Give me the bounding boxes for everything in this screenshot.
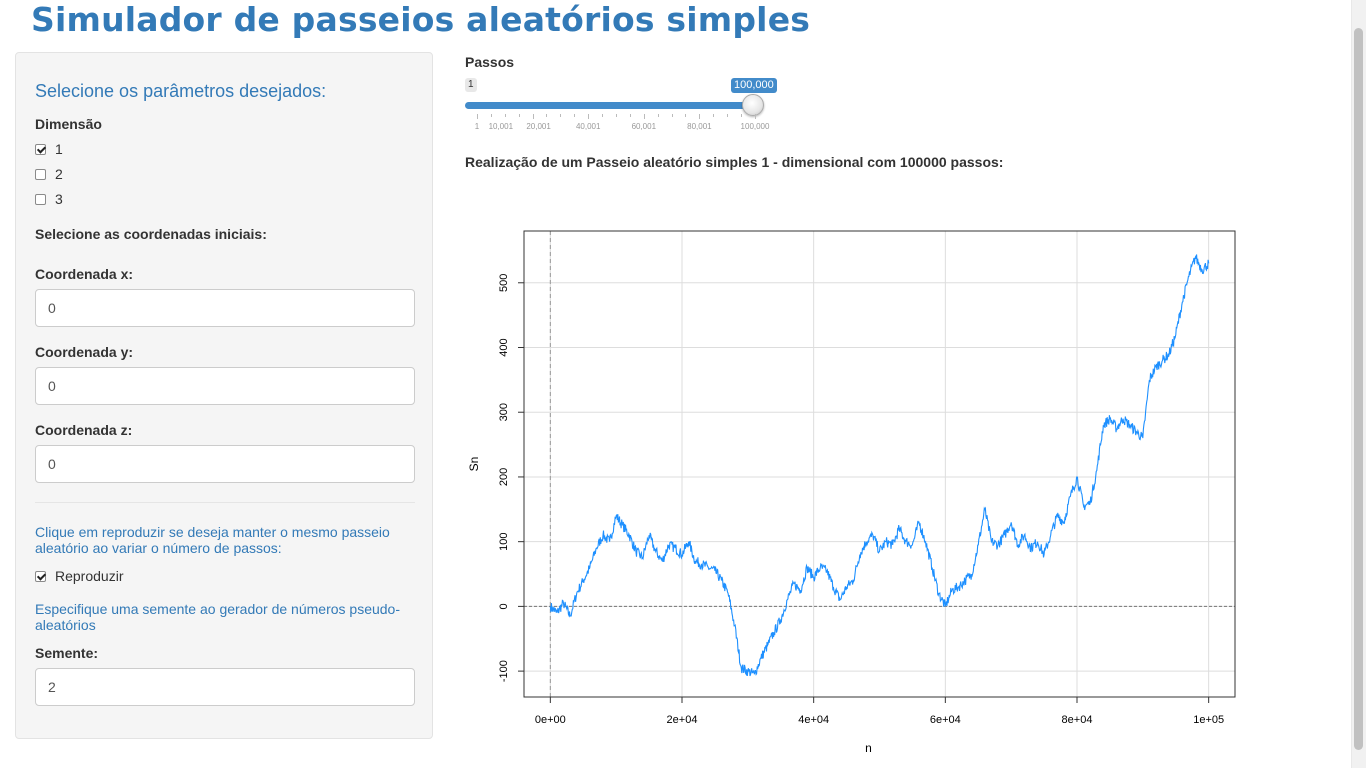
- divider: [35, 502, 415, 503]
- dimension-option-1[interactable]: 1: [35, 141, 63, 157]
- slider-tick-label: 40,001: [575, 122, 601, 131]
- random-walk-plot: 0e+00 2e+04 4e+04 6e+04 8e+04 1e+05 -100 0 100 20…: [467, 230, 1236, 755]
- slider-tick: [671, 114, 673, 117]
- slider-tick: [602, 114, 604, 117]
- dimension-3-label: 3: [55, 191, 63, 207]
- x-tick-label: 0e+00: [535, 714, 566, 726]
- coord-z-label: Coordenada z:: [35, 422, 133, 438]
- slider-tick-label: 10,001: [488, 122, 514, 131]
- panel-heading: Selecione os parâmetros desejados:: [35, 81, 327, 101]
- coord-x-label: Coordenada x:: [35, 266, 134, 282]
- dimension-option-3[interactable]: 3: [35, 191, 63, 207]
- plot-title: Realização de um Passeio aleatório simpl…: [465, 154, 1004, 170]
- coord-y-label: Coordenada y:: [35, 344, 134, 360]
- seed-input[interactable]: 2: [35, 668, 415, 706]
- slider-tick: [477, 114, 478, 119]
- seed-help-text: Especifique uma semente ao gerador de nú…: [35, 601, 400, 633]
- slider-tick: [546, 114, 548, 117]
- steps-slider-track[interactable]: [465, 102, 755, 109]
- x-tick-label: 2e+04: [667, 714, 698, 726]
- dimension-1-label: 1: [55, 141, 63, 157]
- plot-frame: [523, 230, 1236, 698]
- random-walk-line: [549, 254, 1210, 677]
- dimension-label: Dimensão: [35, 116, 102, 132]
- x-tick-label: 1e+05: [1193, 714, 1224, 726]
- slider-tick: [560, 114, 562, 117]
- slider-tick: [699, 114, 701, 119]
- slider-tick: [643, 114, 645, 119]
- slider-tick: [532, 114, 534, 119]
- slider-tick-label: 1: [474, 122, 480, 131]
- slider-tick: [504, 114, 506, 117]
- coords-heading: Selecione as coordenadas iniciais:: [35, 226, 267, 242]
- parameters-panel: Selecione os parâmetros desejados: Dimen…: [15, 52, 433, 739]
- y-axis-label: Sn: [467, 457, 481, 472]
- x-tick-label: 4e+04: [798, 714, 829, 726]
- x-tick-label: 6e+04: [930, 714, 961, 726]
- slider-tick: [657, 114, 659, 117]
- x-tick-label: 8e+04: [1062, 714, 1093, 726]
- slider-tick: [490, 114, 492, 117]
- slider-tick: [518, 114, 520, 117]
- slider-tick: [727, 114, 729, 117]
- seed-label: Semente:: [35, 645, 99, 661]
- y-tick-label: 300: [498, 403, 510, 421]
- coord-z-input[interactable]: 0: [35, 445, 415, 483]
- steps-label: Passos: [465, 54, 515, 70]
- dimension-1-checkbox[interactable]: [35, 143, 46, 155]
- y-tick-label: 0: [498, 603, 510, 609]
- steps-slider-handle[interactable]: [742, 94, 764, 116]
- reproduce-option[interactable]: Reproduzir: [35, 568, 123, 584]
- slider-tick: [741, 114, 743, 117]
- slider-tick-label: 60,001: [631, 122, 657, 131]
- slider-tick: [755, 114, 756, 119]
- x-axis-label: n: [865, 741, 872, 755]
- scrollbar-thumb[interactable]: [1354, 28, 1363, 750]
- y-tick-label: 100: [498, 532, 510, 550]
- y-tick-label: -100: [498, 660, 510, 682]
- slider-min-label: 1: [465, 78, 477, 92]
- dimension-3-checkbox[interactable]: [35, 193, 46, 205]
- dimension-2-checkbox[interactable]: [35, 168, 46, 180]
- slider-tick: [629, 114, 631, 117]
- page-scrollbar[interactable]: [1351, 0, 1366, 768]
- slider-tick-label: 20,001: [526, 122, 551, 131]
- dimension-option-2[interactable]: 2: [35, 166, 63, 182]
- reproduce-label: Reproduzir: [55, 568, 124, 584]
- slider-value-label: 100,000: [731, 78, 777, 93]
- coord-y-input[interactable]: 0: [35, 367, 415, 405]
- coord-x-input[interactable]: 0: [35, 289, 415, 327]
- app-title: Simulador de passeios aleatórios simples: [31, 0, 811, 39]
- slider-tick: [588, 114, 590, 119]
- reproduce-help-text: Clique em reproduzir se deseja manter o …: [35, 524, 390, 556]
- slider-tick: [615, 114, 617, 117]
- slider-tick-label: 100,000: [740, 122, 770, 131]
- dimension-2-label: 2: [55, 166, 63, 182]
- y-tick-label: 500: [498, 274, 510, 292]
- y-tick-label: 200: [498, 468, 510, 486]
- slider-tick: [685, 114, 687, 117]
- y-tick-label: 400: [498, 338, 510, 356]
- slider-tick: [713, 114, 715, 117]
- reproduce-checkbox[interactable]: [35, 570, 46, 582]
- slider-tick: [574, 114, 576, 117]
- slider-tick-label: 80,001: [687, 122, 712, 131]
